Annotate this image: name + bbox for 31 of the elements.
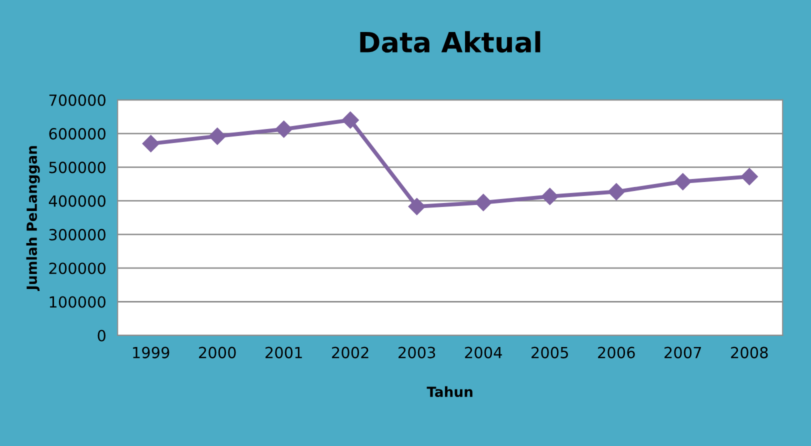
chart-title: Data Aktual: [360, 31, 540, 53]
x-tick-label: 2007: [664, 346, 701, 358]
y-tick-label: 700000: [49, 94, 106, 106]
point: [740, 168, 758, 186]
y-tick-label: 400000: [48, 195, 106, 207]
y-tick-label: 300000: [49, 228, 106, 240]
x-tick-label: 2008: [731, 346, 768, 358]
x-tick-label: 2000: [199, 346, 236, 358]
y-axis-title: Jumlah PeLanggan: [26, 146, 40, 292]
point: [408, 198, 426, 216]
x-axis-title: Tahun: [426, 386, 472, 398]
x-tick-label: 1999: [133, 346, 170, 358]
y-tick-label: 600000: [49, 128, 106, 140]
x-tick-label: 2005: [532, 346, 568, 358]
y-tick-label: 200000: [49, 262, 106, 274]
x-tick-label: 2004: [465, 346, 502, 358]
x-tick-label: 2006: [598, 346, 635, 358]
x-tick-label: 2001: [266, 346, 302, 358]
point: [541, 188, 558, 206]
point: [474, 194, 492, 212]
y-tick-label: 0: [98, 330, 106, 342]
x-tick-label: 2002: [332, 346, 368, 358]
point: [142, 135, 160, 152]
x-tick-label: 2003: [398, 346, 436, 358]
y-tick-label: 100000: [50, 296, 106, 308]
point: [275, 120, 292, 138]
point: [342, 112, 359, 129]
y-tick-label: 500000: [49, 162, 106, 174]
point: [674, 173, 692, 190]
point: [608, 183, 625, 200]
point: [208, 128, 226, 145]
